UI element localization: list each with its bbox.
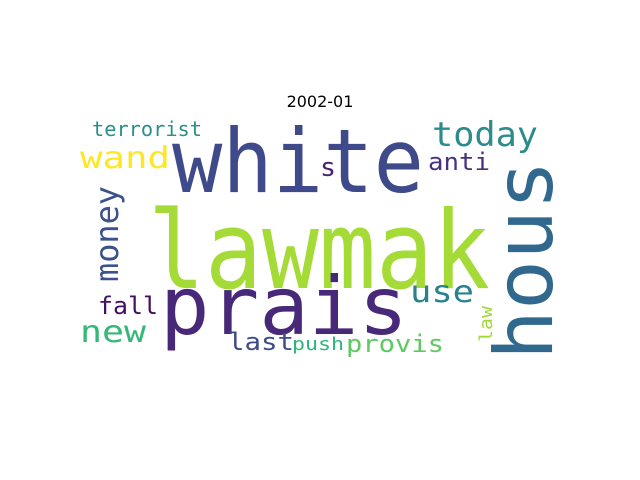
word-today: today <box>432 115 538 155</box>
word-anti: anti <box>428 148 490 176</box>
word-lawmak: lawmak <box>148 189 490 314</box>
word-new: new <box>80 315 147 350</box>
word-law: law <box>476 306 497 342</box>
word-fall: fall <box>98 292 158 320</box>
word-last: last <box>228 328 294 356</box>
word-prais: prais <box>160 260 408 353</box>
word-push: push <box>292 334 344 355</box>
word-hous: hous <box>478 160 571 360</box>
word-use: use <box>410 275 474 310</box>
word-provis: provis <box>346 330 444 358</box>
chart-title: 2002-01 <box>286 92 354 111</box>
word-money: money <box>88 186 126 282</box>
word-wand: wand <box>80 141 170 176</box>
word-s: s <box>320 153 336 183</box>
word-white: white <box>172 110 424 213</box>
word-terrorist: terrorist <box>92 117 202 141</box>
